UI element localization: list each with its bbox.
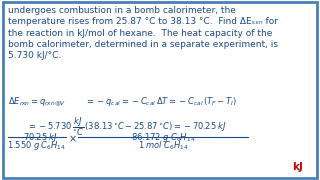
Text: $= -q_{cal} = -C_{cal}\,\Delta T = -C_{cal}\,(T_F - T_I)$: $= -q_{cal} = -C_{cal}\,\Delta T = -C_{c… [85,95,237,108]
Text: $\Delta E_{rxn}= q_{rxn@V}$: $\Delta E_{rxn}= q_{rxn@V}$ [8,95,66,108]
Text: $86.172\;g\;C_6H_{14}$: $86.172\;g\;C_6H_{14}$ [131,130,196,143]
Text: $1.550\;g\;C_6H_{14}$: $1.550\;g\;C_6H_{14}$ [7,140,66,152]
FancyBboxPatch shape [3,2,317,178]
Text: $\times$: $\times$ [68,134,76,144]
Text: temperature rises from 25.87 °C to 38.13 °C.  Find ΔEₛₓₙ for: temperature rises from 25.87 °C to 38.13… [8,17,278,26]
Text: $-70.25\;kJ$: $-70.25\;kJ$ [16,130,58,143]
Text: bomb calorimeter, determined in a separate experiment, is: bomb calorimeter, determined in a separa… [8,40,278,49]
Text: undergoes combustion in a bomb calorimeter, the: undergoes combustion in a bomb calorimet… [8,6,236,15]
Text: $= -5.730\,\dfrac{kJ}{{}^{\circ}C}\,(38.13\,{}^{\circ}C - 25.87\,{}^{\circ}C) = : $= -5.730\,\dfrac{kJ}{{}^{\circ}C}\,(38.… [27,115,227,138]
Text: 5.730 kJ/°C.: 5.730 kJ/°C. [8,51,61,60]
Text: $\mathbf{kJ}$: $\mathbf{kJ}$ [292,160,303,174]
Text: the reaction in kJ/mol of hexane.  The heat capacity of the: the reaction in kJ/mol of hexane. The he… [8,29,272,38]
Text: $1\;mol\;C_6H_{14}$: $1\;mol\;C_6H_{14}$ [138,140,188,152]
